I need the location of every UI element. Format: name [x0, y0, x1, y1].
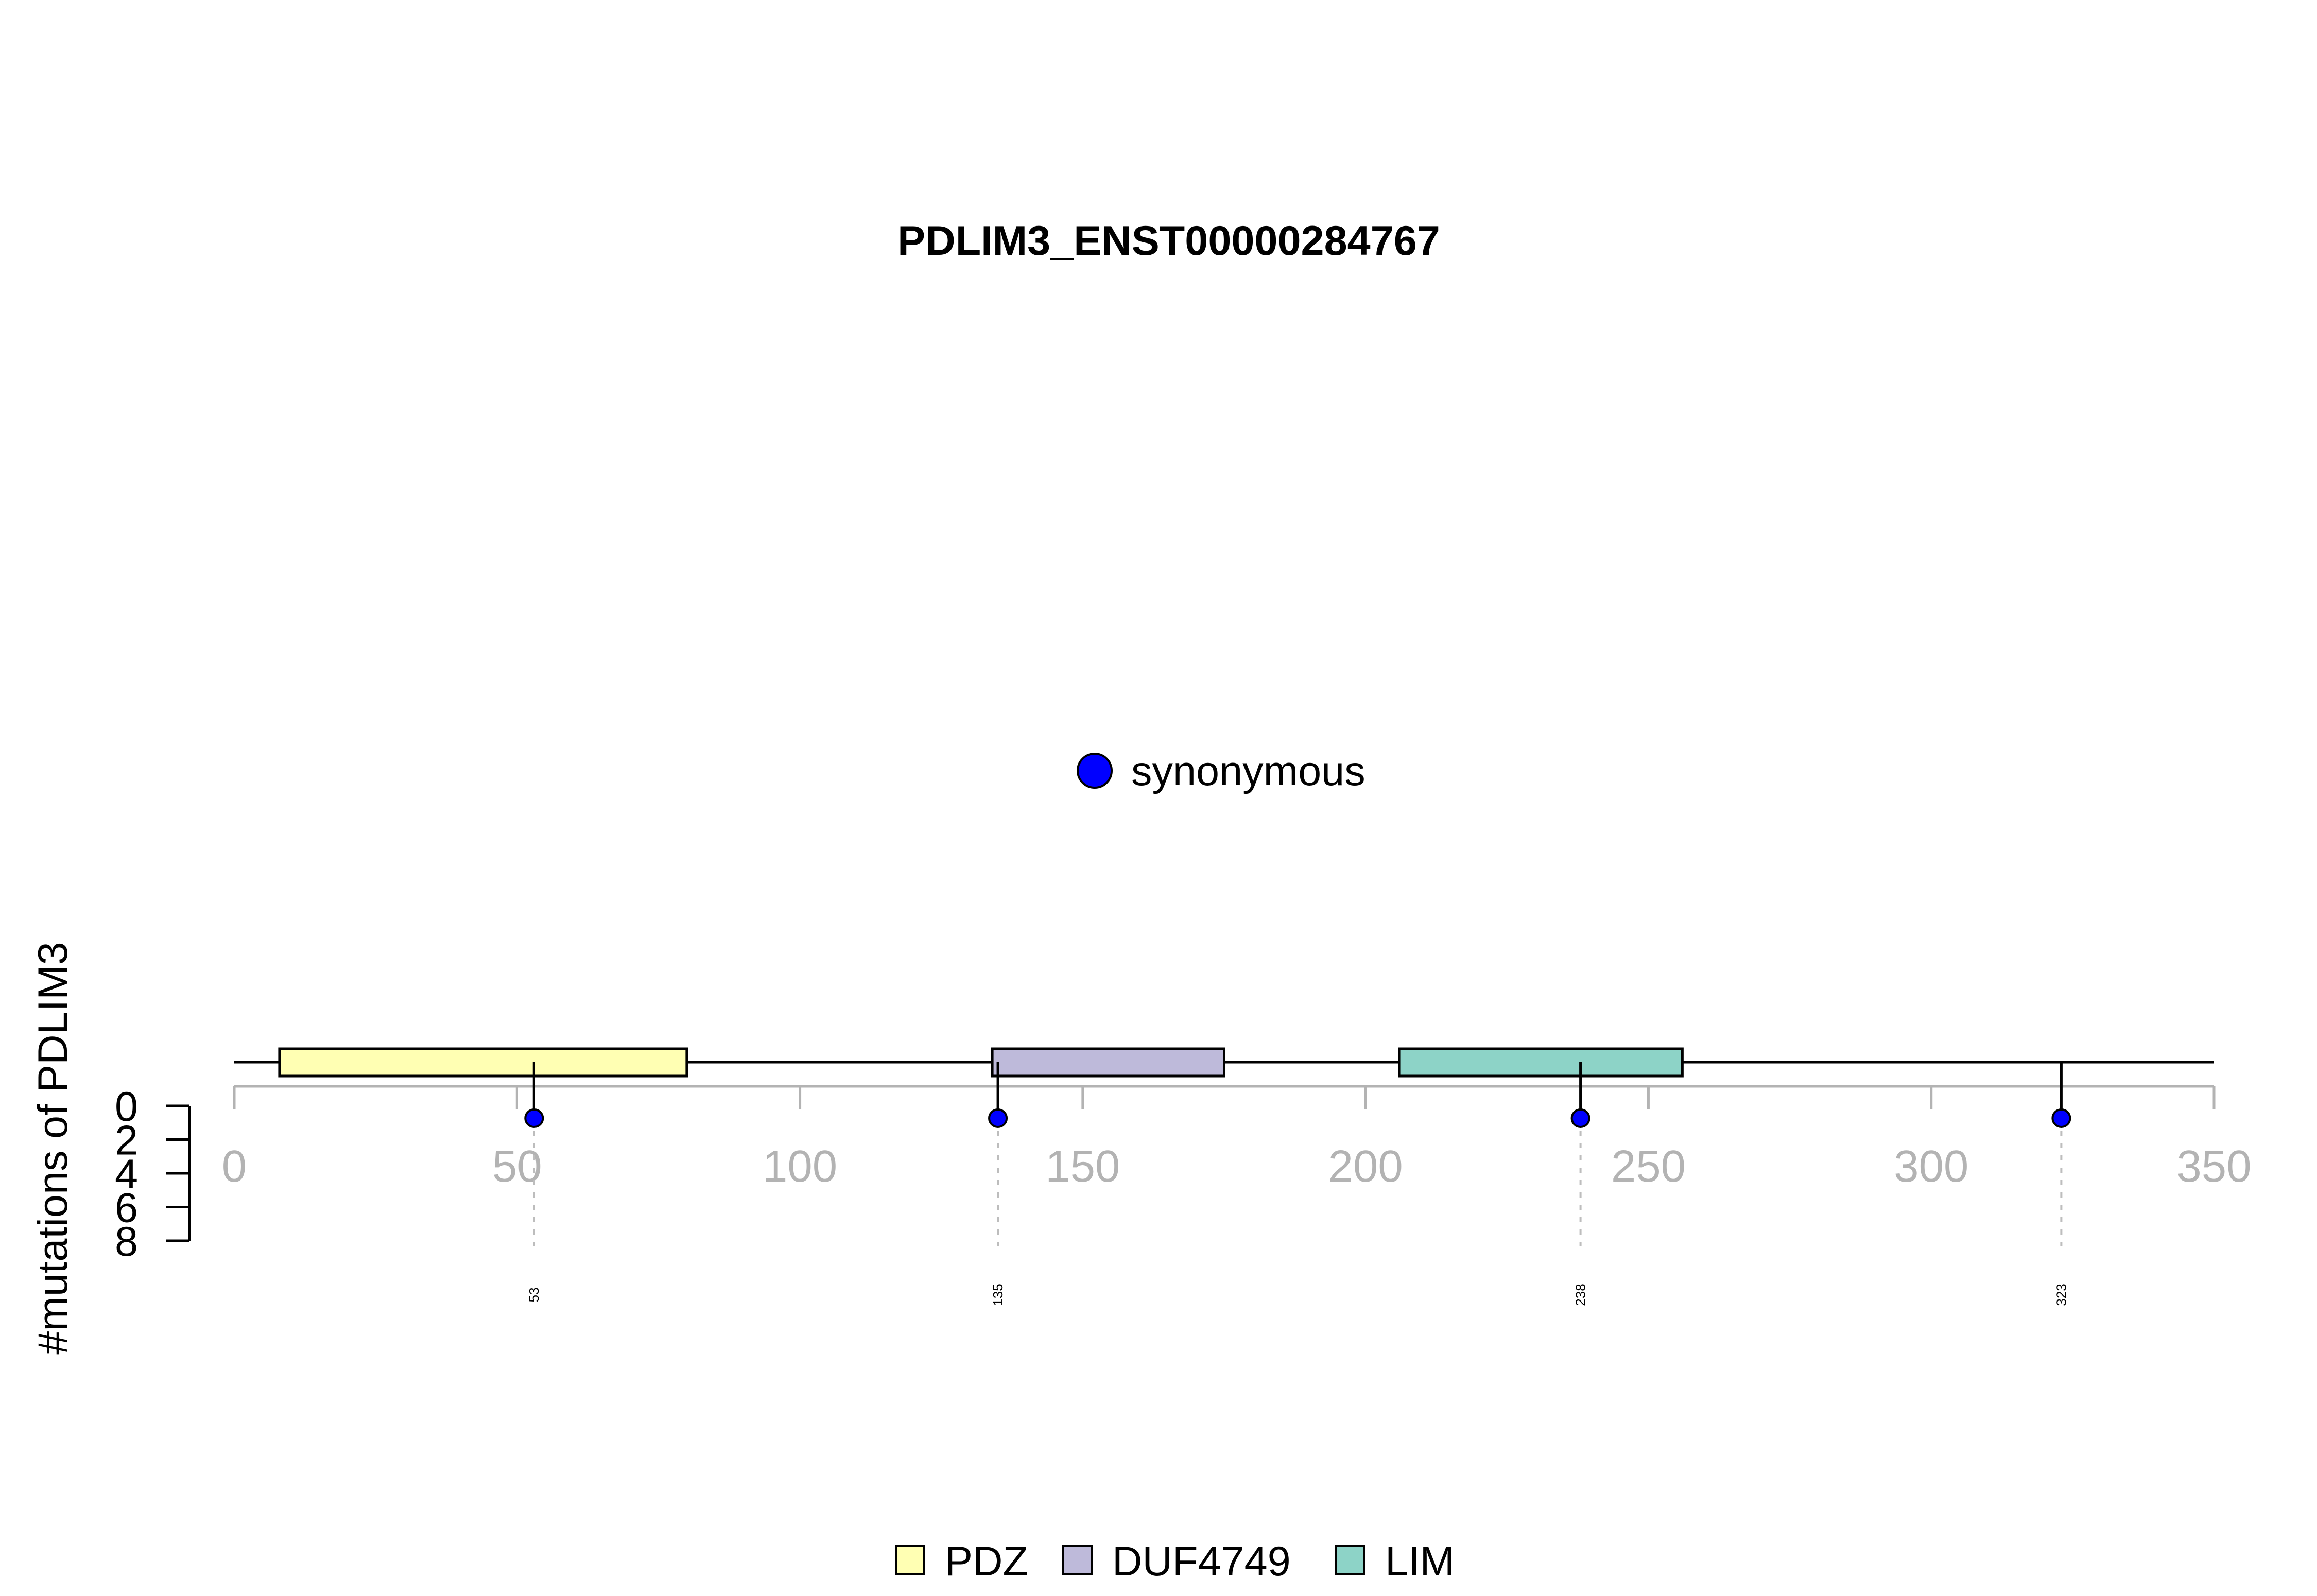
domain-lim [1398, 1047, 1684, 1078]
legend-label-lim: LIM [1385, 1538, 1455, 1585]
legend-label-synonymous: synonymous [1131, 748, 1365, 794]
x-tick-label: 250 [1611, 1141, 1686, 1191]
mutation-position-label: 53 [526, 1288, 542, 1303]
x-tick-label: 350 [2176, 1141, 2251, 1191]
x-tick-label: 0 [222, 1141, 247, 1191]
y-tick-label: 4 [115, 1151, 138, 1198]
legend-label-pdz: PDZ [945, 1538, 1028, 1585]
x-tick-label: 200 [1328, 1141, 1403, 1191]
legend-swatch-pdz [895, 1545, 925, 1575]
y-tick-label: 2 [115, 1118, 138, 1164]
legend-swatch-duf4749 [1062, 1545, 1093, 1575]
domain-pdz [278, 1047, 688, 1078]
domain-duf4749 [991, 1047, 1225, 1078]
lollipop-layer: 53 135 238 323 [524, 1062, 2071, 1306]
chart-title: PDLIM3_ENST00000284767 [897, 218, 1440, 264]
mutation-legend: synonymous [1077, 748, 1365, 794]
domain-layer [278, 1047, 1684, 1078]
mutation-point [524, 1108, 544, 1128]
y-tick-label: 6 [115, 1185, 138, 1231]
mutation-point [1570, 1108, 1590, 1128]
legend-label-duf4749: DUF4749 [1112, 1538, 1291, 1585]
x-tick-label: 100 [763, 1141, 837, 1191]
x-axis: 0 50 100 150 200 250 300 350 [222, 1085, 2252, 1191]
legend-swatch-lim [1335, 1545, 1365, 1575]
mutation-point [988, 1108, 1008, 1128]
mutation-position-label: 323 [2053, 1283, 2069, 1306]
y-axis-label: #mutations of PDLIM3 [30, 942, 76, 1354]
mutation-position-label: 135 [990, 1283, 1006, 1306]
x-tick-label: 300 [1894, 1141, 1968, 1191]
mutation-position-label: 238 [1573, 1283, 1588, 1306]
x-tick-label: 150 [1045, 1141, 1120, 1191]
y-tick-label: 8 [115, 1219, 138, 1265]
domain-legend: PDZ DUF4749 LIM [895, 1538, 1455, 1585]
mutation-point [2051, 1108, 2071, 1128]
y-tick-label: 0 [115, 1084, 138, 1130]
legend-symbol-synonymous [1077, 753, 1113, 789]
